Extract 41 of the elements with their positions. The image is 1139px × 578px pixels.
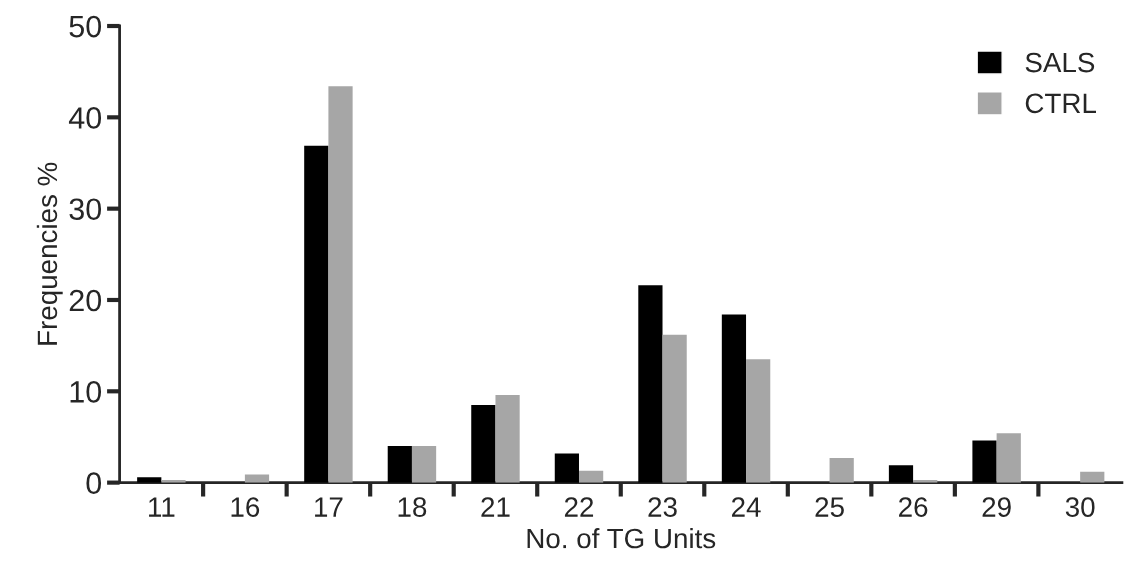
- x-tick-label: 22: [564, 497, 594, 517]
- legend-label: CTRL: [1025, 93, 1096, 114]
- bar: [1080, 471, 1105, 483]
- legend-label: SALS: [1025, 52, 1095, 73]
- bar: [888, 465, 914, 483]
- x-tick-label: 21: [481, 497, 510, 517]
- bar: [662, 334, 687, 483]
- bar: [471, 405, 496, 483]
- bar: [578, 470, 604, 483]
- x-tick-label: 26: [899, 497, 928, 517]
- x-tick-label: 23: [648, 497, 677, 517]
- x-tick-label: 17: [315, 497, 343, 517]
- bar: [746, 359, 771, 483]
- bar: [638, 285, 663, 483]
- x-axis-title: No. of TG Units: [527, 527, 716, 549]
- bar: [411, 446, 437, 483]
- x-tick-label: 29: [982, 497, 1011, 517]
- bar: [244, 474, 270, 483]
- bar: [972, 440, 997, 483]
- x-tick-label: 18: [398, 497, 427, 517]
- x-tick-label: 30: [1065, 497, 1095, 517]
- bar: [829, 457, 854, 483]
- bar: [304, 145, 329, 483]
- bar: [554, 453, 579, 483]
- bar: [328, 86, 353, 483]
- x-tick-label: 24: [732, 497, 761, 517]
- y-tick-label: 20: [69, 289, 102, 312]
- y-axis-title: Frequencies %: [36, 162, 63, 345]
- y-tick-label: 0: [86, 472, 102, 494]
- y-tick-label: 30: [69, 198, 102, 221]
- x-tick-label: 11: [149, 497, 175, 517]
- x-tick-label: 25: [815, 497, 844, 517]
- bar: [387, 446, 412, 483]
- y-tick-label: 50: [69, 15, 102, 38]
- x-tick-label: 16: [231, 497, 260, 517]
- bar: [996, 433, 1021, 483]
- bar: [721, 314, 747, 483]
- bar: [137, 477, 162, 483]
- bar: [495, 394, 520, 483]
- y-tick-label: 40: [68, 107, 102, 129]
- y-tick-label: 10: [70, 381, 102, 403]
